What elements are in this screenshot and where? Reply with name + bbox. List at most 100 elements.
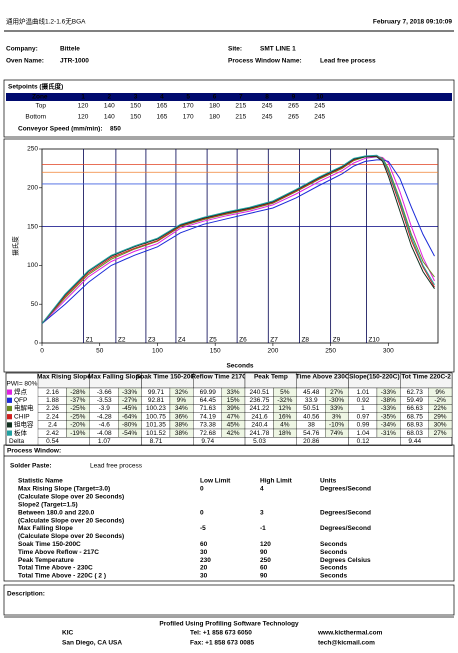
stats-value: 92.81 [148,397,165,404]
pw-cell: 230 [200,557,211,564]
legend-swatch [7,430,12,436]
stats-value: -54% [122,430,137,437]
stats-value: 62.73 [407,389,424,396]
site: SMT LINE 1 [260,46,296,53]
pw-cell: 90 [260,549,268,556]
setpoint-value: 180 [209,103,220,110]
pw-header: Units [320,478,337,485]
stats-value: 38 [308,422,316,429]
zone-label: Z6 [239,337,247,344]
setpoint-value: 265 [288,114,299,121]
stats-value: 54.76 [303,430,320,437]
pw-cell: Between 180.0 and 220.0 [18,509,95,516]
delta-value: 1.07 [98,438,111,445]
stats-value: 66.63 [407,405,424,412]
stats-value: 240.4 [251,422,268,429]
pw-cell: Max Falling Slope [18,525,73,532]
stats-value: -30% [329,397,344,404]
zone-label: Z4 [178,337,186,344]
stats-value: 2.42 [46,430,59,437]
y-tick-label: 150 [27,223,38,230]
setpoint-value: 150 [130,103,141,110]
stats-value: 29% [434,413,447,420]
stats-value: 74.19 [200,413,217,420]
paste: Lead free process [90,463,143,470]
stats-value: 45.48 [303,389,320,396]
pw-cell: -5 [200,525,206,532]
stats-value: -80% [122,422,137,429]
y-tick-label: 50 [31,301,39,308]
pw-cell: Degrees Celsius [320,557,371,564]
stats-header: Peak Temp [254,374,288,381]
stats-corner: PWI= 80% [7,381,38,388]
setpoint-value: 170 [183,103,194,110]
pw-cell: Slope2 (Target=1.5) [18,502,78,509]
zone-label: Z1 [86,337,94,344]
delta-value: 5.03 [253,438,266,445]
setpoint-value: 165 [156,103,167,110]
stats-value: -33% [381,389,396,396]
pw-cell: Seconds [320,549,347,556]
stats-value: 22% [434,405,447,412]
delta-cell [400,437,453,446]
pw-cell: 60 [260,565,268,572]
x-tick-label: 100 [152,348,163,355]
stats-value: 59.49 [407,397,424,404]
stats-value: 39% [227,405,240,412]
footer-left: San Diego, CA USA [62,640,122,647]
pw-cell: Seconds [320,573,347,580]
legend-swatch [7,405,12,412]
setpoint-row-label: Bottom [25,114,46,121]
pw-cell: Time Above Reflow - 217C [18,549,99,556]
setpoint-value: 180 [209,114,220,121]
stats-value: 27% [434,430,447,437]
stats-value: 2.24 [46,413,59,420]
pw-cell: 3 [260,509,264,516]
setpoint-value: 215 [235,114,246,121]
stats-header: Tot Time 220C-2 [401,374,451,381]
stats-header: Max Rising Slope [37,374,91,381]
setpoint-value: 165 [156,114,167,121]
stats-value: 18% [278,430,291,437]
chart-box [3,138,455,373]
delta-value: 8.71 [150,438,163,445]
pw-cell: 60 [200,541,208,548]
zone-number: 5 [186,94,190,101]
stats-value: 73.38 [200,422,217,429]
pw-header: Statistic Name [18,478,63,485]
stats-value: 64.45 [200,397,217,404]
profile-line [41,155,435,324]
stats-value: 0.99 [357,422,370,429]
site-label: Site: [228,46,242,53]
stats-value: -4.6 [99,422,111,429]
stats-value: 47% [227,413,240,420]
stats-value: -32% [277,397,292,404]
stats-value: 100.75 [146,413,166,420]
description-box [3,584,455,616]
y-tick-label: 100 [27,262,38,269]
stats-value: -37% [70,397,85,404]
stats-value: -4.08 [97,430,112,437]
stats-value: 101.35 [146,422,166,429]
stats-value: 9% [177,397,187,404]
stats-value: 27% [330,389,343,396]
footer-left: KIC [62,630,74,637]
stats-value: -19% [70,430,85,437]
y-tick-label: 200 [27,185,38,192]
oven: JTR-1000 [60,58,89,65]
legend-swatch [7,397,12,403]
setpoints-title: Setpoints (摄氏度) [8,82,63,91]
setpoint-value: 140 [104,103,115,110]
stats-value: 240.51 [250,389,270,396]
footer-center: Tel: +1 858 673 6050 [190,630,252,637]
stats-value: 45% [227,422,240,429]
stats-value: 241.78 [250,430,270,437]
stats-value: 2.4 [48,422,57,429]
pw-header: Low Limit [200,478,231,485]
zone-label: Z2 [118,337,126,344]
conveyor-label: Conveyor Speed (mm/min): [18,126,103,133]
profile-line [41,154,435,324]
stats-value: 101.52 [146,430,166,437]
setpoint-value: 170 [183,114,194,121]
stats-value: 72.68 [200,430,217,437]
